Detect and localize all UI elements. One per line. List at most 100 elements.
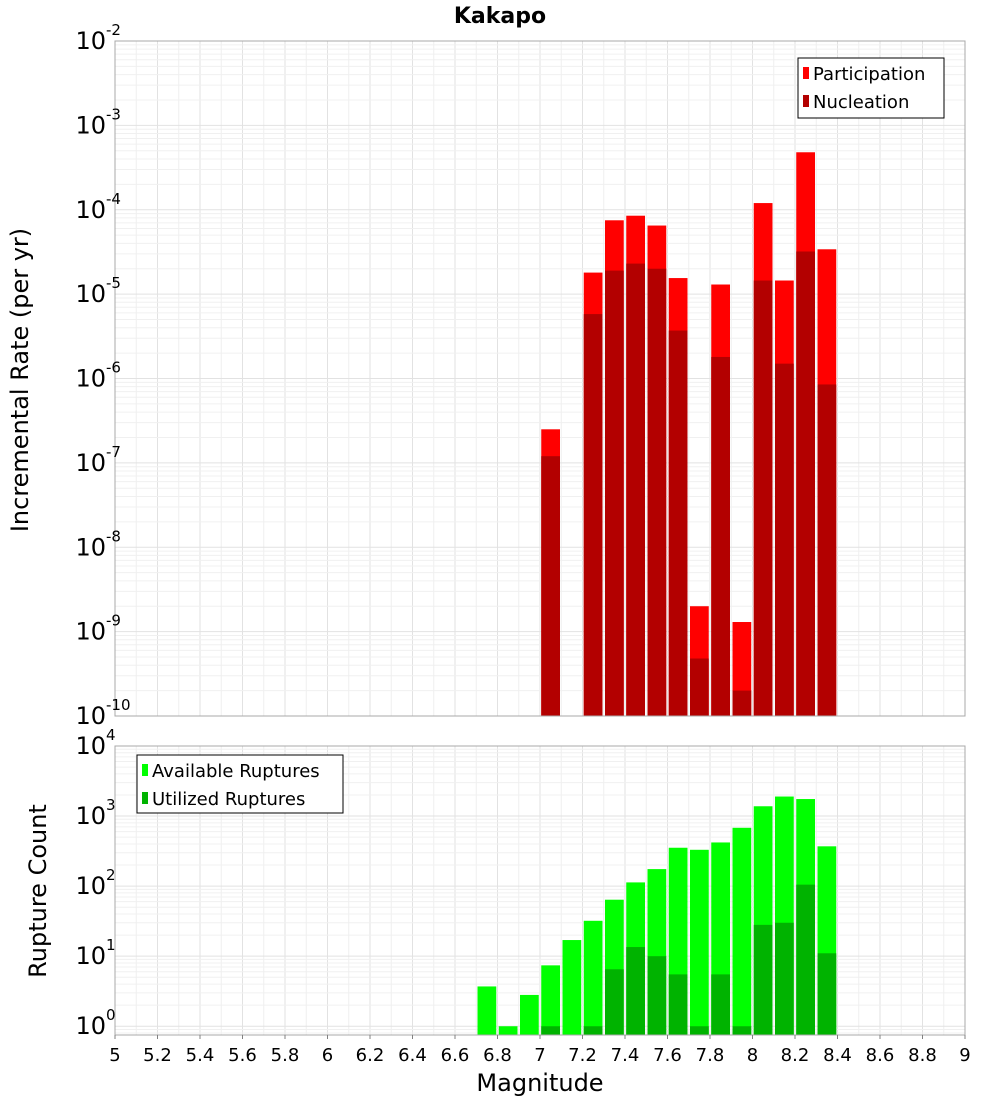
- bar-utilized-ruptures: [817, 953, 837, 1035]
- bar-available-ruptures: [583, 920, 603, 1035]
- legend-label: Nucleation: [813, 92, 909, 113]
- legend-box: [797, 57, 945, 119]
- y-tick-label: 10: [75, 280, 106, 308]
- y-tick-exponent: -4: [106, 190, 121, 208]
- y-tick-label: 10: [75, 196, 106, 224]
- top-plot: 10-210-310-410-510-610-710-810-910 -10Par…: [75, 21, 966, 730]
- x-tick-label: 5.8: [271, 1045, 300, 1066]
- bar-nucleation: [690, 658, 709, 716]
- x-tick-label: 5.2: [143, 1045, 172, 1066]
- y-tick-exponent: -7: [106, 443, 121, 461]
- bar-nucleation: [753, 280, 773, 716]
- plot-frame: [114, 40, 966, 717]
- legend-swatch: [803, 95, 809, 107]
- y-tick-exponent: 2: [106, 866, 116, 884]
- bar-utilized-ruptures: [668, 974, 688, 1035]
- y-tick-exponent: 1: [106, 936, 116, 954]
- bar-nucleation: [711, 356, 730, 716]
- bar-nucleation: [583, 314, 603, 716]
- x-tick-label: 8: [747, 1045, 758, 1066]
- x-tick-label: 6.4: [398, 1045, 427, 1066]
- y-tick-exponent: 3: [106, 796, 116, 814]
- x-tick-label: 8.2: [781, 1045, 810, 1066]
- bar-utilized-ruptures: [690, 1026, 709, 1035]
- bar-utilized-ruptures: [583, 1026, 603, 1035]
- x-tick-label: 6.6: [441, 1045, 470, 1066]
- bar-available-ruptures: [690, 849, 709, 1035]
- y-tick-label: 10: [75, 365, 106, 393]
- bar-utilized-ruptures: [626, 947, 645, 1035]
- bar-available-ruptures: [732, 827, 752, 1035]
- legend: Available Ruptures Utilized Ruptures: [136, 754, 344, 814]
- y-tick-label: 10: [75, 732, 106, 760]
- bar-nucleation: [541, 456, 560, 716]
- bar-nucleation: [817, 384, 837, 716]
- bar-nucleation: [626, 263, 645, 716]
- legend-label: Utilized Ruptures: [152, 789, 305, 810]
- bar-utilized-ruptures: [775, 922, 794, 1035]
- x-tick-label: 5: [109, 1045, 120, 1066]
- legend-label: Available Ruptures: [152, 761, 320, 782]
- x-tick-label: 7.6: [653, 1045, 682, 1066]
- bar-available-ruptures: [498, 1026, 518, 1035]
- x-tick-label: 6.8: [483, 1045, 512, 1066]
- legend-box: [136, 754, 344, 814]
- bar-nucleation: [796, 251, 815, 716]
- y-tick-label: 10: [75, 872, 106, 900]
- bar-nucleation: [647, 268, 667, 716]
- bar-utilized-ruptures: [711, 974, 730, 1035]
- bar-nucleation: [775, 363, 794, 716]
- y-tick-label: 10: [75, 27, 106, 55]
- x-tick-label: 5.4: [186, 1045, 215, 1066]
- bar-available-ruptures: [562, 940, 582, 1035]
- bar-nucleation: [668, 330, 688, 716]
- y-tick-label: 10: [75, 111, 106, 139]
- x-tick-label: 6.2: [356, 1045, 385, 1066]
- x-tick-label: 8.4: [823, 1045, 852, 1066]
- y-tick-label: 10: [75, 802, 106, 830]
- x-tick-label: 7.8: [696, 1045, 725, 1066]
- bar-utilized-ruptures: [541, 1026, 560, 1035]
- x-tick-label: 7: [534, 1045, 545, 1066]
- bar-nucleation: [732, 690, 752, 716]
- bottom-y-axis-label: Rupture Count: [24, 804, 52, 978]
- legend-swatch: [803, 67, 809, 79]
- legend-swatch: [142, 764, 148, 776]
- y-tick-exponent: 0: [106, 1006, 116, 1024]
- bar-available-ruptures: [477, 986, 497, 1035]
- x-tick-label: 7.4: [611, 1045, 640, 1066]
- y-tick-label: 10: [75, 618, 106, 646]
- y-tick-label: 10: [75, 942, 106, 970]
- y-tick-label: 10: [75, 1012, 106, 1040]
- legend-swatch: [142, 792, 148, 804]
- top-y-axis-label: Incremental Rate (per yr): [6, 228, 34, 532]
- x-tick-label: 5.6: [228, 1045, 257, 1066]
- bar-utilized-ruptures: [647, 956, 667, 1035]
- x-tick-label: 7.2: [568, 1045, 597, 1066]
- bar-available-ruptures: [541, 965, 560, 1035]
- y-tick-exponent: -8: [106, 527, 121, 545]
- bar-utilized-ruptures: [605, 969, 624, 1035]
- y-tick-label: 10: [75, 533, 106, 561]
- y-tick-exponent: -6: [106, 359, 121, 377]
- bar-nucleation: [605, 270, 624, 716]
- y-tick-exponent: -9: [106, 612, 121, 630]
- y-tick-exponent: 4: [106, 726, 116, 744]
- bar-utilized-ruptures: [732, 1026, 752, 1035]
- y-tick-exponent: -2: [106, 21, 121, 39]
- bar-utilized-ruptures: [753, 924, 773, 1035]
- x-axis-label: Magnitude: [476, 1069, 603, 1097]
- y-tick-label: 10: [75, 702, 106, 730]
- bar-utilized-ruptures: [796, 884, 815, 1035]
- x-tick-label: 6: [322, 1045, 333, 1066]
- y-tick-exponent: -10: [106, 696, 131, 714]
- x-tick-label: 8.8: [908, 1045, 937, 1066]
- y-tick-exponent: -3: [106, 105, 121, 123]
- legend: Participation Nucleation: [797, 57, 945, 119]
- x-tick-label: 9: [959, 1045, 970, 1066]
- y-tick-exponent: -5: [106, 274, 121, 292]
- y-tick-label: 10: [75, 449, 106, 477]
- legend-label: Participation: [813, 64, 925, 85]
